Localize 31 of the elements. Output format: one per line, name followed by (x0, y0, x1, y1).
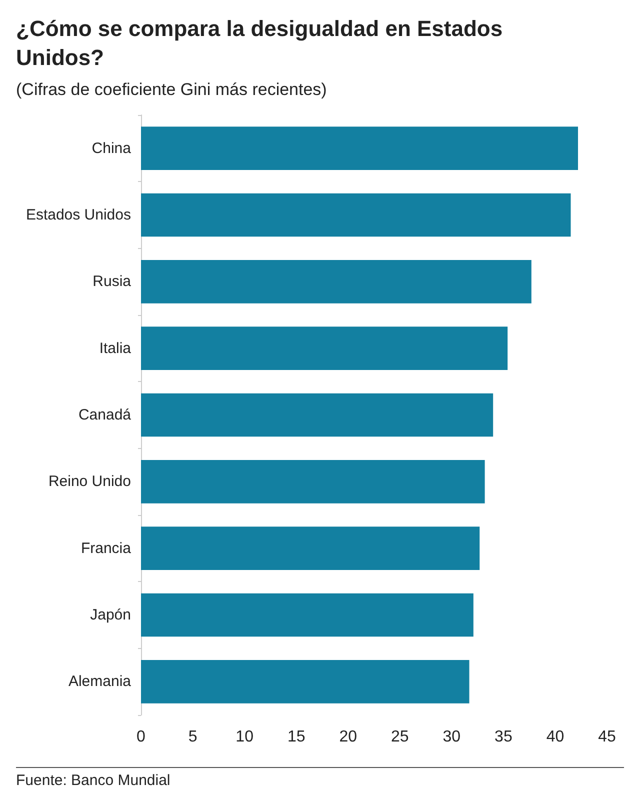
bar (141, 393, 494, 437)
x-tick-label: 30 (442, 728, 461, 746)
x-tick-label: 15 (287, 728, 306, 746)
y-tick-label: Francia (80, 540, 132, 557)
x-tick-label: 45 (598, 728, 616, 746)
bar (141, 526, 480, 570)
bar (141, 460, 485, 504)
y-tick-label: Rusia (92, 273, 132, 290)
y-tick-label: Canadá (78, 406, 132, 424)
y-tick-label: China (92, 140, 132, 157)
y-tick-label: Reino Unido (48, 473, 131, 490)
bar (141, 326, 508, 370)
x-tick-label: 20 (339, 728, 358, 746)
bar (141, 660, 470, 704)
chart-title: ¿Cómo se compara la desigualdad en Estados Unidos? (16, 15, 504, 72)
y-tick-label: Alemania (68, 673, 132, 690)
chart-subtitle: (Cifras de coeficiente Gini más recientes) (16, 80, 327, 100)
bar (141, 193, 571, 237)
x-tick-label: 35 (494, 728, 512, 746)
x-tick-label: 25 (390, 728, 409, 746)
x-tick-label: 10 (236, 728, 254, 746)
x-tick-label: 40 (546, 728, 564, 746)
bar (141, 260, 532, 304)
x-tick-label: 0 (136, 728, 146, 746)
y-tick-label: Estados Unidos (26, 206, 131, 224)
y-tick-label: Japón (90, 606, 131, 624)
x-tick-label: 5 (188, 728, 198, 746)
bar (141, 593, 474, 637)
source-note: Fuente: Banco Mundial (16, 772, 170, 789)
bar (141, 126, 578, 170)
y-tick-label: Italia (99, 340, 132, 357)
